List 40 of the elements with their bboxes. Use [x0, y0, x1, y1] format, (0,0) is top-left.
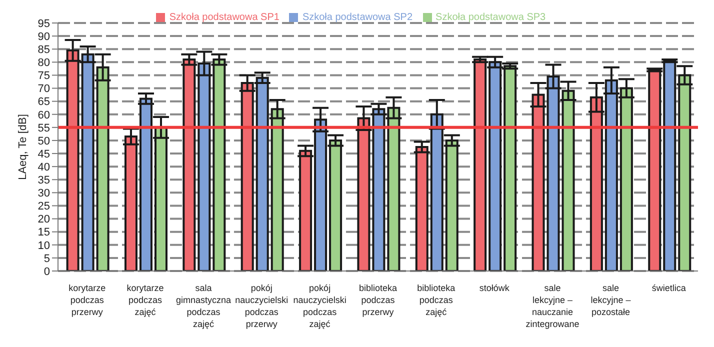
bar: [445, 139, 458, 271]
y-tick-label: 45: [38, 148, 50, 160]
legend-label: Szkoła podstawowa SP1: [169, 12, 280, 23]
x-tick-label: biblioteka podczas przerwy: [358, 283, 398, 317]
x-tick-label: sale lekcyjne – nauczanie zintegrowane: [526, 283, 580, 329]
bar: [329, 139, 342, 271]
y-tick-label: 40: [38, 161, 50, 174]
x-tick-label: sale lekcyjne – pozostałe: [590, 283, 631, 317]
y-tick-label: 65: [38, 96, 50, 108]
x-tick-label: pokój nauczycielski podczas przerwy: [235, 283, 288, 329]
y-tick-label: 75: [38, 70, 50, 82]
bar: [415, 146, 428, 271]
x-tick-label: biblioteka podczas zajęć: [417, 283, 456, 317]
y-tick-label: 70: [38, 83, 50, 96]
x-tick-label: świetlica: [652, 283, 686, 293]
y-axis-title: LAeq, Te [dB]: [16, 114, 29, 180]
x-tick-label: korytarze podczas przerwy: [68, 283, 106, 317]
y-tick-label: 80: [38, 57, 50, 70]
x-tick-label: sala gimnastyczna podczas zajęć: [176, 283, 231, 329]
y-tick-label: 30: [38, 188, 50, 200]
y-tick-label: 35: [38, 174, 50, 187]
y-tick-label: 85: [38, 44, 50, 56]
y-tick-label: 25: [38, 200, 50, 213]
y-tick-label: 5: [44, 252, 50, 265]
x-tick-label: pokój nauczycielski podczas zajęć: [293, 283, 346, 329]
y-tick-label: 10: [38, 240, 50, 252]
y-tick-label: 95: [38, 18, 50, 30]
y-tick-label: 20: [38, 214, 50, 226]
bar: [299, 150, 312, 271]
y-tick-label: 50: [38, 135, 50, 148]
y-tick-label: 90: [38, 30, 50, 43]
y-tick-label: 0: [44, 266, 50, 278]
y-tick-label: 60: [38, 109, 50, 122]
x-tick-label: korytarze podczas zajęć: [126, 283, 164, 317]
x-tick-label: stołówk: [479, 283, 510, 293]
y-tick-label: 55: [38, 122, 50, 134]
y-tick-label: 15: [38, 226, 50, 239]
bar: [648, 68, 662, 271]
legend-label: Szkoła podstawowa SP2: [302, 12, 413, 23]
legend-label: Szkoła podstawowa SP3: [436, 12, 546, 23]
